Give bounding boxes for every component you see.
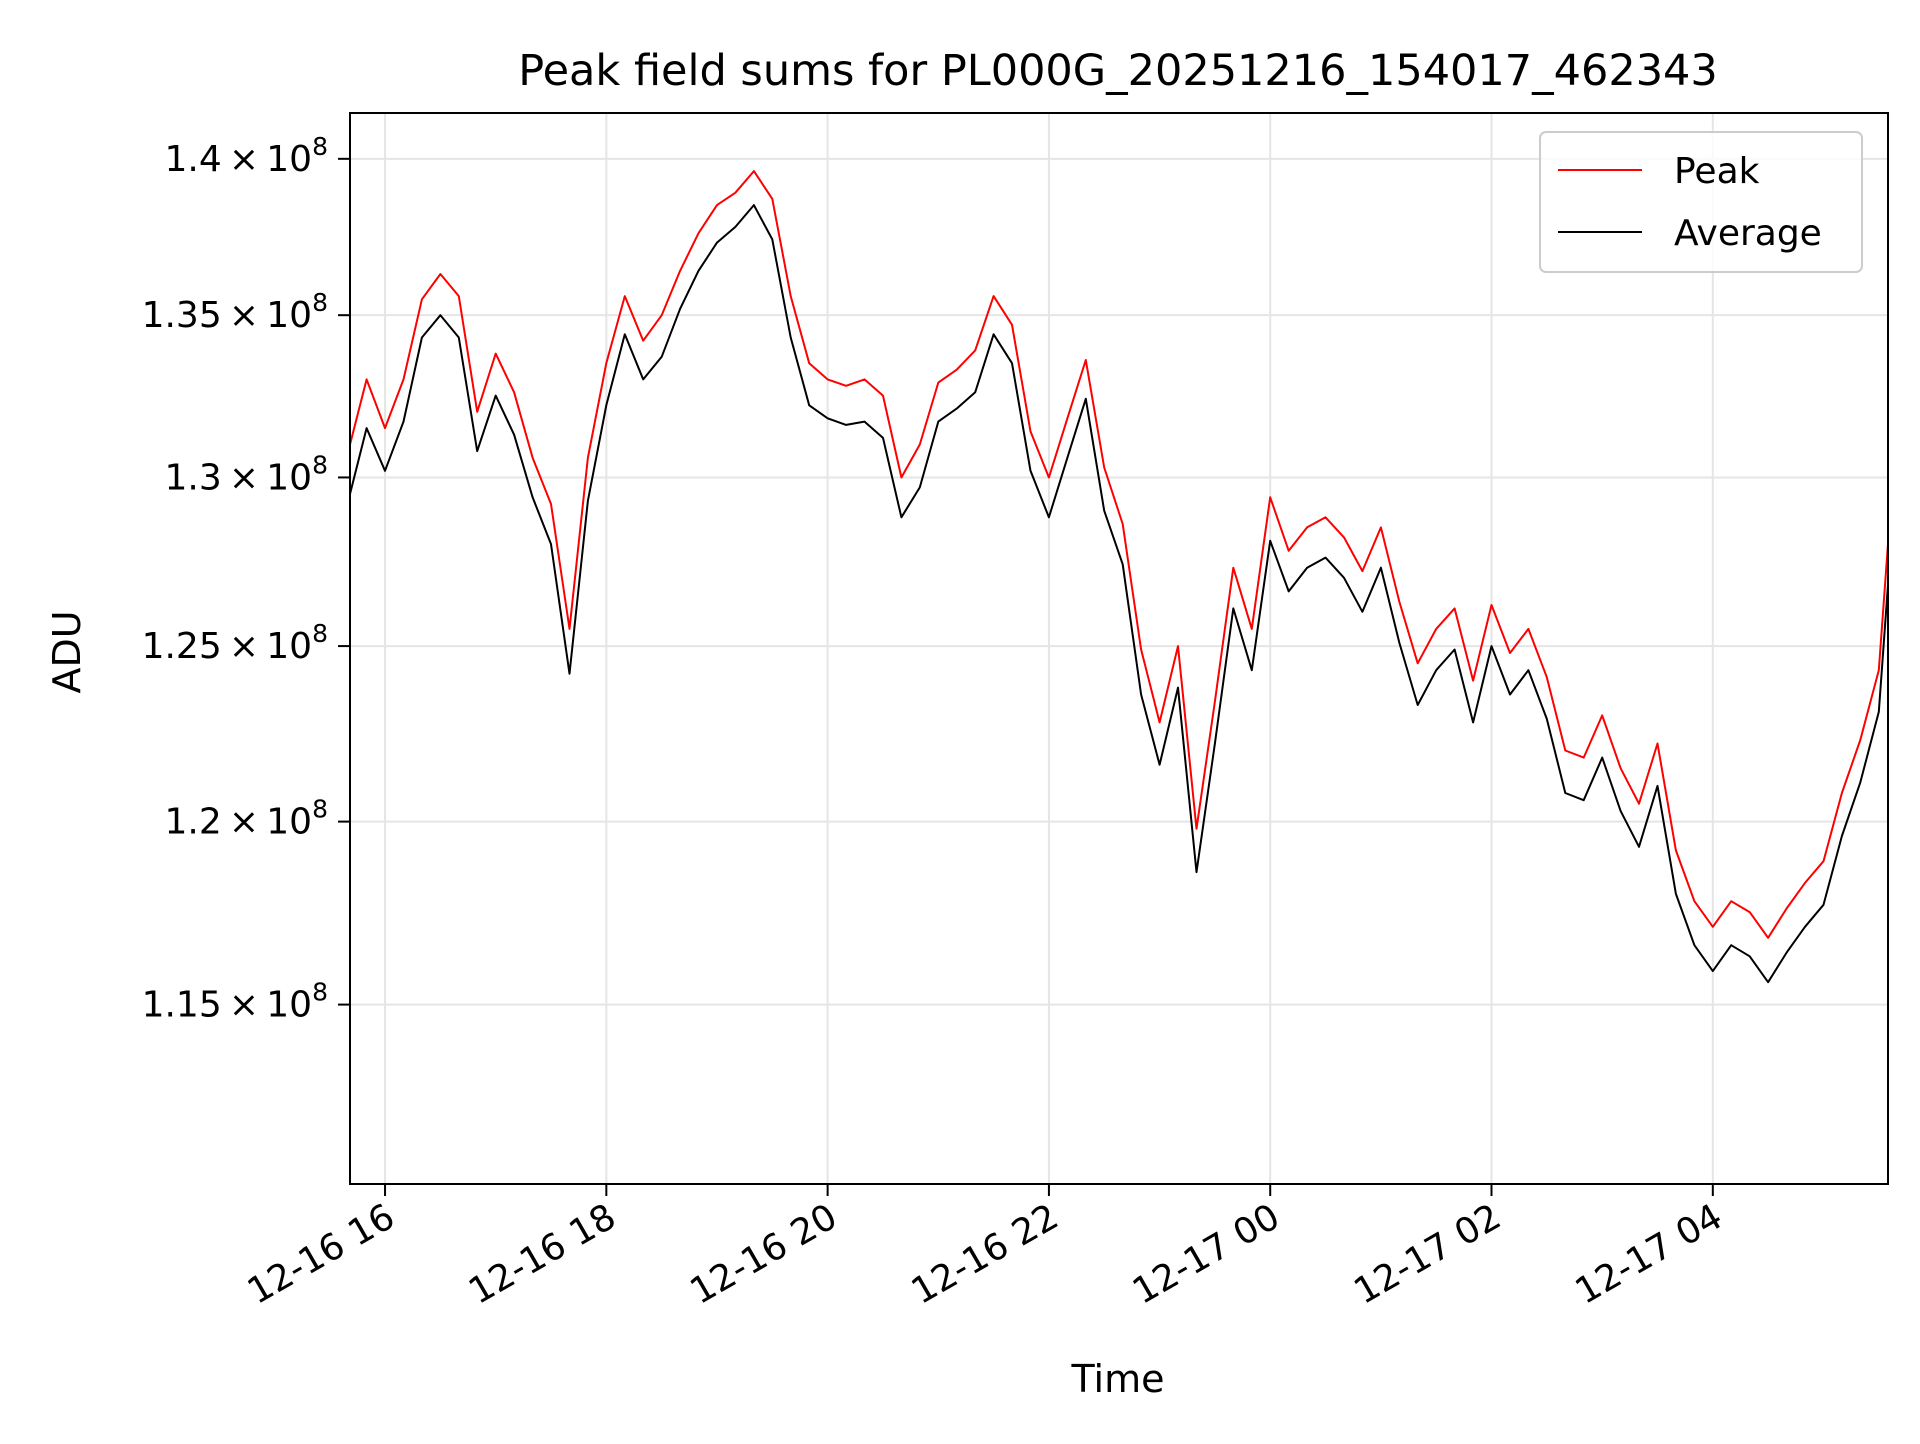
y-tick-label: 1.2 × 108 xyxy=(164,795,328,843)
y-tick-label: 1.3 × 108 xyxy=(164,450,328,498)
series-line-average xyxy=(349,204,1889,984)
y-axis-label: ADU xyxy=(45,610,89,693)
y-tick-mantissa: 1.15 xyxy=(142,985,222,1026)
y-tick-mantissa: 1.2 xyxy=(164,802,221,843)
y-tick-mantissa: 1.35 xyxy=(142,295,222,336)
legend-label: Average xyxy=(1674,213,1822,254)
y-tick-label: 1.4 × 108 xyxy=(164,132,328,180)
y-tick-exponent: 8 xyxy=(312,619,328,648)
y-tick-mantissa: 1.3 xyxy=(164,457,221,498)
y-tick-exponent: 8 xyxy=(312,450,328,479)
grid-lines xyxy=(350,113,1888,1184)
y-tick-mantissa: 1.25 xyxy=(142,626,222,667)
legend-box xyxy=(1539,131,1863,273)
y-tick-exponent: 8 xyxy=(312,288,328,317)
y-tick-exponent: 8 xyxy=(312,978,328,1007)
series-line-peak xyxy=(349,170,1889,939)
y-tick-exponent: 8 xyxy=(312,795,328,824)
chart-title: Peak field sums for PL000G_20251216_1540… xyxy=(518,46,1718,96)
legend-label: Peak xyxy=(1674,151,1760,192)
x-axis-label: Time xyxy=(1071,1357,1165,1401)
y-tick-exponent: 8 xyxy=(312,132,328,161)
plot-area-frame xyxy=(349,112,1889,1185)
y-tick-mantissa: 1.4 xyxy=(164,139,221,180)
plot-series xyxy=(349,170,1889,984)
y-tick-label: 1.15 × 108 xyxy=(142,978,328,1026)
y-tick-label: 1.25 × 108 xyxy=(142,619,328,667)
y-tick-label: 1.35 × 108 xyxy=(142,288,328,336)
chart-legend: Peak Average xyxy=(1539,131,1863,273)
